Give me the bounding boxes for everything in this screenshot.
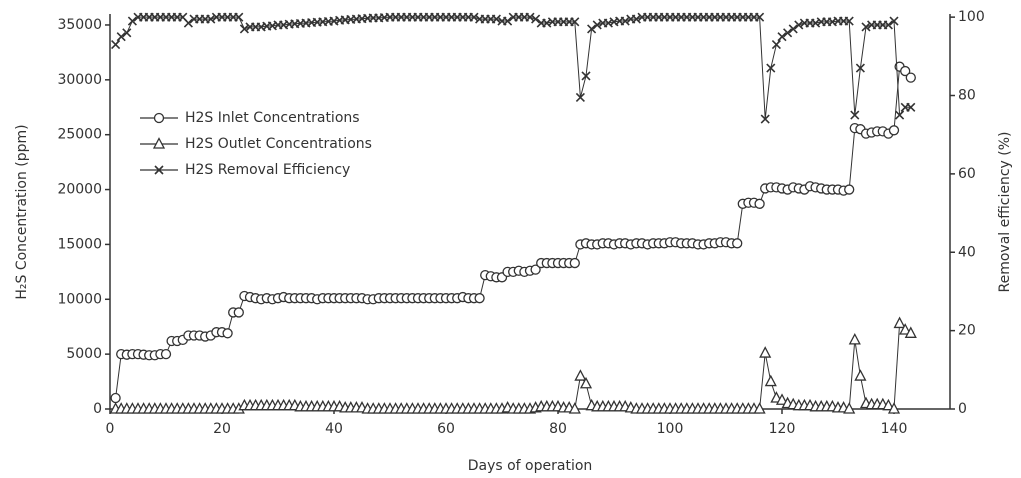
marker [111,39,121,50]
marker [905,72,916,83]
marker [587,24,597,34]
marker [620,16,630,26]
marker [631,14,641,24]
marker [848,332,861,345]
marker [904,326,917,338]
marker [771,39,781,50]
y-tick-label: 15000 [57,236,102,252]
x-tick-label: 40 [325,421,343,437]
marker [579,376,593,389]
marker [844,16,854,26]
marker [183,18,193,28]
marker [122,28,132,38]
legend-marker [154,165,164,175]
marker [764,374,777,387]
marker [906,102,916,112]
marker [116,32,126,42]
marker [581,71,591,81]
marker [755,12,765,22]
x-tick-label: 20 [213,421,231,437]
marker [234,12,244,22]
x-tick-label: 80 [549,421,567,437]
marker [503,16,513,26]
y2-tick-label: 80 [958,88,976,104]
series-line [115,16,911,120]
marker [855,63,865,73]
marker [899,323,912,335]
marker [844,184,855,195]
marker [861,22,871,32]
y2-tick-label: 100 [958,9,985,25]
x-tick-label: 120 [769,421,796,437]
marker [575,92,585,103]
marker [239,24,249,34]
legend-marker [153,112,165,124]
y2-tick-label: 40 [958,244,976,260]
y-tick-label: 25000 [57,127,102,143]
marker [775,393,789,405]
marker [850,110,860,120]
marker [753,402,766,414]
y2-tick-label: 0 [958,401,967,417]
marker [127,16,137,26]
marker [569,257,580,269]
marker [888,125,900,136]
marker [732,238,743,249]
legend-label: H2S Removal Efficiency [185,162,350,178]
marker [777,32,787,42]
marker [491,14,501,24]
marker [531,14,541,24]
marker [883,20,893,30]
marker [474,293,485,304]
marker [222,328,233,339]
marker [525,12,535,22]
marker [854,369,867,381]
marker [160,348,172,360]
marker [759,346,772,358]
y-tick-label: 35000 [57,17,102,33]
marker [469,12,479,22]
x-axis-label: Days of operation [468,458,593,474]
marker [843,402,856,414]
y-tick-label: 10000 [57,291,102,307]
x-tick-label: 60 [437,421,455,437]
y-tick-label: 5000 [66,346,102,362]
marker [760,114,770,124]
marker [766,63,776,73]
marker [592,20,602,30]
y2-tick-label: 20 [958,323,976,339]
marker [568,402,581,414]
marker [783,28,793,38]
marker [754,198,765,209]
marker [206,14,216,24]
y-tick-label: 0 [93,401,102,417]
marker [889,16,899,26]
y-axis-label: H₂S Concentration (ppm) [14,124,30,299]
y-tick-label: 20000 [57,182,102,198]
y2-axis-label: Removal efficiency (%) [997,132,1013,293]
marker [794,20,804,30]
y2-tick-label: 60 [958,166,976,182]
marker [574,369,587,381]
marker [887,402,901,414]
marker [570,17,580,27]
x-tick-label: 140 [881,421,908,437]
legend-label: H2S Inlet Concentrations [185,110,360,126]
marker [882,398,895,411]
marker [893,316,906,329]
x-tick-label: 100 [657,421,684,437]
marker [233,307,244,318]
marker [110,392,121,404]
marker [895,110,905,120]
x-tick-label: 0 [106,421,115,437]
legend-label: H2S Outlet Concentrations [185,136,372,152]
marker [788,24,798,34]
marker [900,65,911,77]
y-tick-label: 30000 [57,72,102,88]
legend-marker [152,137,166,149]
series-line [115,322,912,410]
marker [530,264,541,275]
